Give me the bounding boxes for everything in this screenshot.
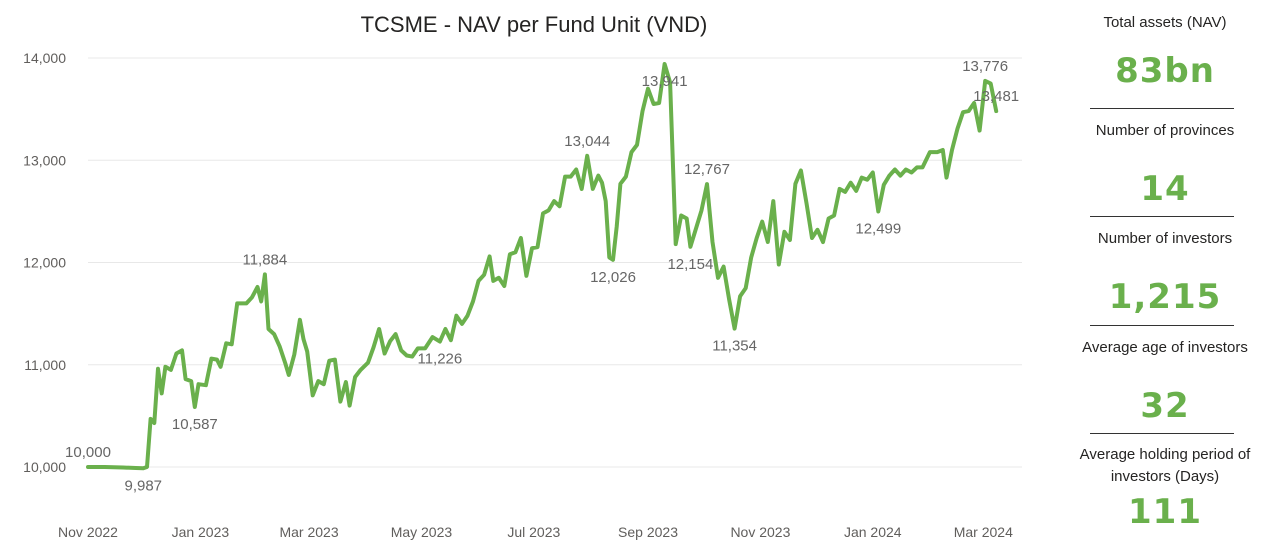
data-label: 11,226: [417, 351, 462, 368]
data-label: 13,481: [973, 88, 1019, 105]
data-label: 12,499: [855, 220, 901, 237]
kpi-label: Average age of investors: [1082, 339, 1248, 356]
kpi-label: Total assets (NAV): [1103, 14, 1227, 31]
data-label: 13,941: [642, 73, 688, 90]
nav-chart: TCSME - NAV per Fund Unit (VND) 10,000 11…: [23, 12, 1022, 540]
x-tick-label: Jan 2024: [844, 524, 902, 540]
kpi-value: 1,215: [1108, 277, 1222, 317]
nav-series-line: [86, 62, 999, 471]
y-tick-label: 11,000: [24, 357, 66, 373]
kpi-label: Number of provinces: [1095, 122, 1235, 139]
kpi-divider: [1090, 325, 1234, 326]
x-tick-label: Jan 2023: [172, 524, 230, 540]
kpi-label: Average holding period of investors (Day…: [1079, 446, 1251, 485]
y-tick-label: 12,000: [23, 255, 66, 271]
kpi-value: 83bn: [1115, 51, 1215, 91]
x-tick-label: Jul 2023: [507, 524, 560, 540]
x-tick-label: Mar 2023: [279, 524, 338, 540]
data-label: 10,587: [172, 416, 218, 433]
kpi-holding-period: Average holding period of investors (Day…: [1060, 444, 1270, 532]
x-tick-label: Nov 2023: [730, 524, 790, 540]
kpi-divider: [1090, 108, 1234, 109]
data-label: 9,987: [124, 477, 162, 494]
y-tick-label: 10,000: [23, 459, 66, 475]
kpi-value: 111: [1128, 492, 1202, 532]
data-label: 12,026: [590, 269, 636, 286]
kpi-divider: [1090, 433, 1234, 434]
x-tick-label: Nov 2022: [58, 524, 118, 540]
kpi-average-age: Average age of investors 32: [1060, 337, 1270, 426]
kpi-panel: Total assets (NAV) 83bn Number of provin…: [1060, 0, 1270, 552]
kpi-value: 14: [1140, 169, 1190, 209]
kpi-investors: Number of investors 1,215: [1060, 228, 1270, 317]
chart-title: TCSME - NAV per Fund Unit (VND): [360, 12, 708, 37]
kpi-total-assets: Total assets (NAV) 83bn: [1060, 12, 1270, 91]
kpi-label: Number of investors: [1097, 230, 1233, 247]
y-tick-label: 14,000: [23, 50, 66, 66]
data-label: 11,884: [242, 251, 287, 268]
data-label: 11,354: [712, 338, 757, 355]
kpi-divider: [1090, 216, 1234, 217]
x-tick-label: Mar 2024: [954, 524, 1013, 540]
data-label: 12,767: [684, 161, 730, 178]
kpi-value: 32: [1140, 386, 1190, 426]
kpi-provinces: Number of provinces 14: [1060, 120, 1270, 209]
y-tick-label: 13,000: [23, 152, 66, 168]
data-label: 13,776: [962, 58, 1008, 75]
x-tick-label: May 2023: [391, 524, 453, 540]
data-label: 10,000: [65, 444, 111, 461]
data-label: 13,044: [564, 133, 610, 150]
x-tick-label: Sep 2023: [618, 524, 678, 540]
nav-line-chart: 10,000 11,000 12,000 13,000 14,000 Nov 2022 Ja…: [23, 50, 1022, 540]
data-label: 12,154: [667, 256, 713, 273]
